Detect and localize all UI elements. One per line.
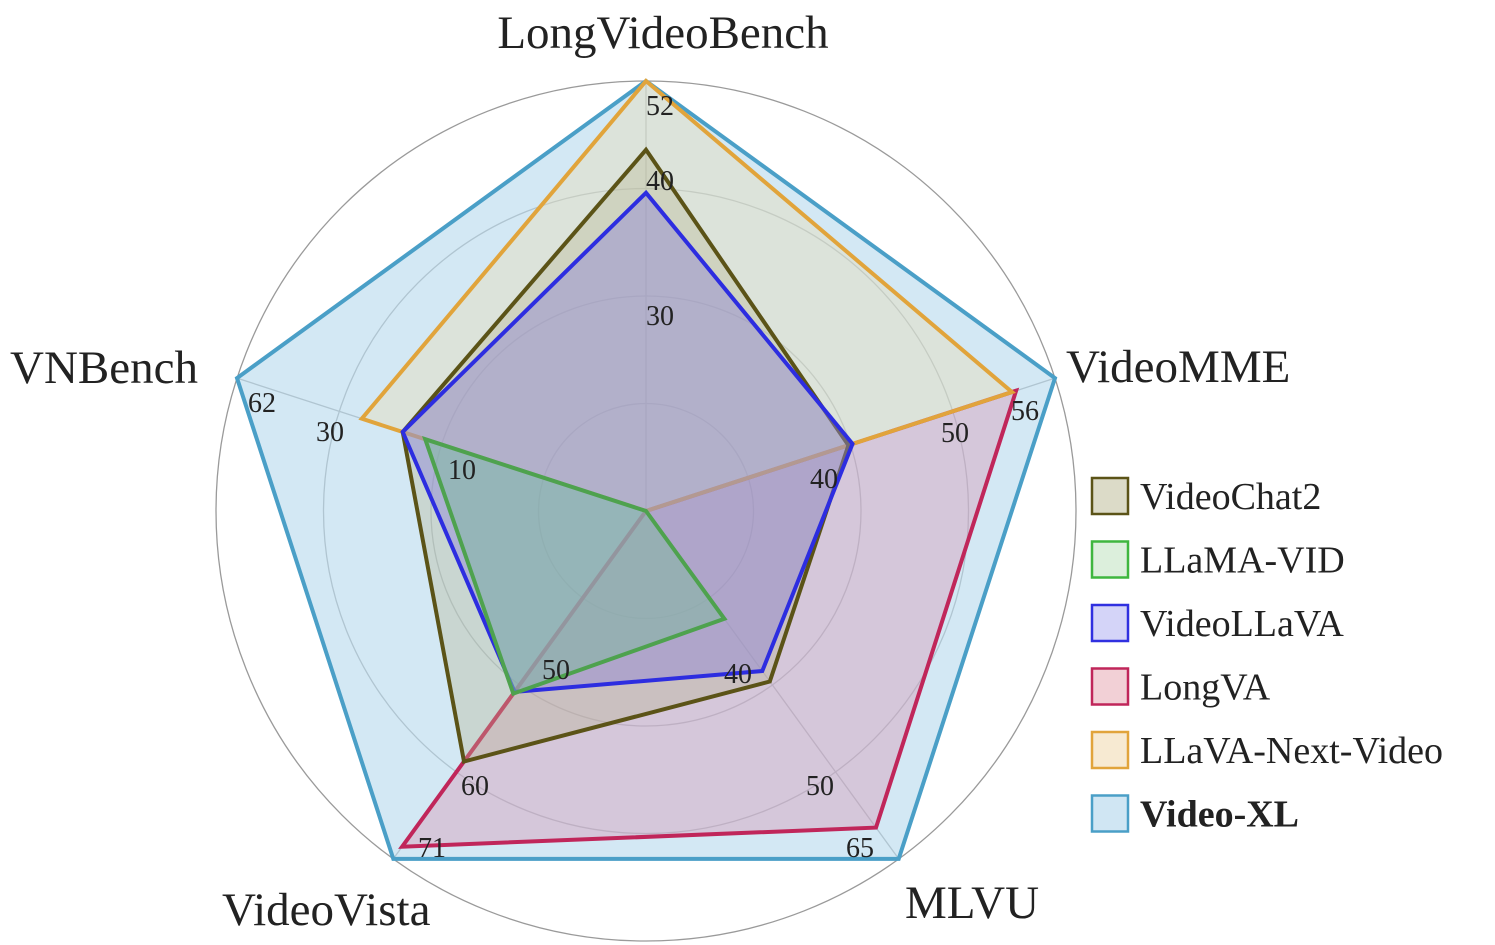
legend-swatch xyxy=(1090,476,1130,516)
tick-label: 10 xyxy=(448,455,476,486)
tick-label: 30 xyxy=(646,301,674,332)
tick-label: 60 xyxy=(461,771,489,802)
tick-label: 40 xyxy=(724,659,752,690)
axis-label-vnbench: VNBench xyxy=(10,342,198,394)
tick-label: 71 xyxy=(418,833,446,864)
tick-label: 40 xyxy=(810,464,838,495)
series-llama-vid xyxy=(421,436,728,697)
tick-label: 56 xyxy=(1011,396,1039,427)
legend-item-video-xl: Video-XL xyxy=(1090,794,1299,836)
axis-label-videomme: VideoMME xyxy=(1066,341,1290,393)
legend-swatch xyxy=(1090,667,1130,706)
tick-label: 40 xyxy=(646,166,674,197)
series-polygons xyxy=(234,78,1058,861)
legend-item-longva: LongVA xyxy=(1090,667,1271,709)
legend-swatch xyxy=(1090,794,1130,833)
legend: VideoChat2 LLaMA-VID VideoLLaVA LongVA LLaVA… xyxy=(1090,476,1443,836)
tick-labels: 30 40 52 40 50 56 40 50 65 50 60 71 10 30 62 xyxy=(248,91,1039,864)
axis-label-longvideobench: LongVideoBench xyxy=(497,7,828,59)
tick-label: 65 xyxy=(846,833,874,864)
tick-label: 50 xyxy=(941,418,969,449)
legend-label: LongVA xyxy=(1140,667,1271,709)
axis-label-videovista: VideoVista xyxy=(222,884,431,936)
legend-item-llama-vid: LLaMA-VID xyxy=(1090,540,1345,582)
legend-label: VideoChat2 xyxy=(1140,476,1321,518)
tick-label: 62 xyxy=(248,388,276,419)
tick-label: 50 xyxy=(806,771,834,802)
tick-label: 30 xyxy=(316,417,344,448)
legend-label: Video-XL xyxy=(1140,794,1299,836)
tick-label: 50 xyxy=(542,655,570,686)
legend-swatch xyxy=(1090,603,1130,643)
legend-item-llava-next-video: LLaVA-Next-Video xyxy=(1090,730,1443,772)
legend-swatch xyxy=(1090,540,1130,579)
legend-label: VideoLLaVA xyxy=(1140,603,1344,645)
legend-item-videochat2: VideoChat2 xyxy=(1090,476,1321,518)
legend-label: LLaVA-Next-Video xyxy=(1140,730,1443,772)
legend-swatch xyxy=(1090,730,1130,770)
tick-label: 52 xyxy=(646,91,674,122)
legend-item-videollava: VideoLLaVA xyxy=(1090,603,1344,645)
axis-label-mlvu: MLVU xyxy=(905,877,1039,929)
series-video-xl xyxy=(234,78,1058,861)
legend-label: LLaMA-VID xyxy=(1140,540,1345,582)
